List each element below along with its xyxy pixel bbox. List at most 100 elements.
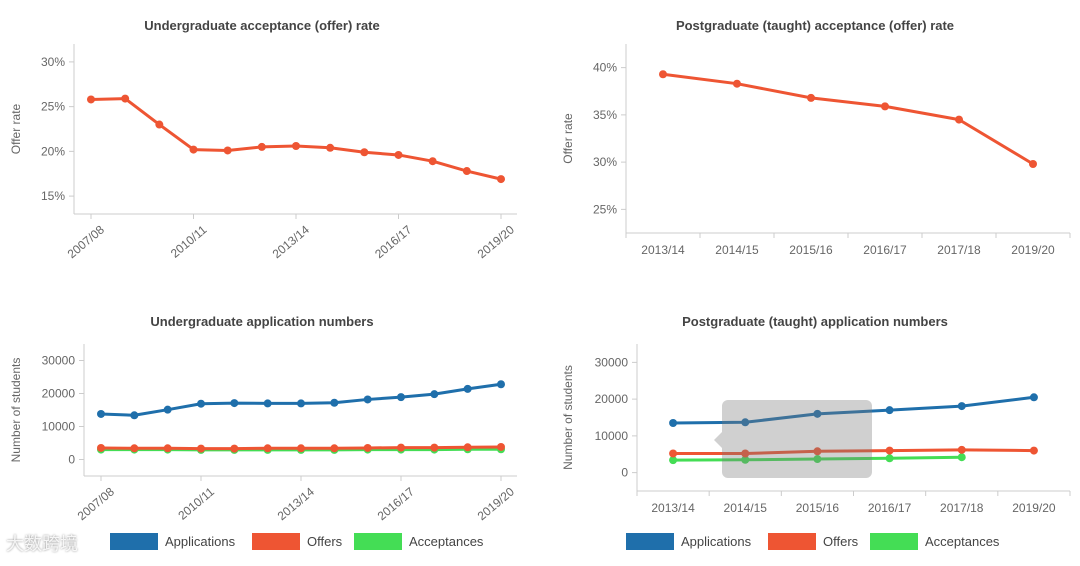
x-tick-label: 2007/08 — [75, 484, 117, 523]
legend-swatch — [354, 533, 402, 550]
data-point — [669, 456, 678, 465]
data-point — [363, 395, 372, 404]
legend-item-offers[interactable]: Offers — [768, 533, 859, 550]
x-tick-label: 2019/20 — [1011, 243, 1055, 257]
x-tick-label: 2019/20 — [475, 484, 517, 523]
y-tick-label: 15% — [41, 189, 65, 203]
data-point — [197, 444, 205, 453]
data-point — [807, 93, 815, 102]
legend-swatch — [110, 533, 158, 550]
data-point — [885, 406, 894, 415]
y-tick-label: 30000 — [42, 354, 76, 368]
y-tick-label: 0 — [68, 453, 75, 467]
series-line-offer-rate — [662, 72, 1034, 166]
legend-item-applications[interactable]: Applications — [626, 533, 752, 550]
data-point — [1029, 393, 1038, 402]
chart-3: Undergraduate application numbers 0 10000 2… — [9, 314, 517, 523]
chart-4: Postgraduate (taught) application number… — [561, 314, 1071, 515]
data-point — [497, 380, 505, 389]
series-line-offer-rate — [90, 97, 502, 181]
y-tick-label: 35% — [593, 108, 617, 122]
data-point — [741, 455, 750, 464]
data-point — [397, 443, 405, 452]
data-point — [430, 390, 439, 399]
data-point — [813, 455, 822, 464]
legend: Applications Offers Acceptances — [110, 533, 484, 550]
series-line-offers — [673, 448, 1034, 456]
legend-swatch — [768, 533, 816, 550]
data-point — [669, 449, 678, 458]
data-point — [741, 418, 750, 427]
data-point — [292, 142, 300, 150]
chart-title: Undergraduate application numbers — [150, 314, 373, 329]
y-tick-label: 20000 — [595, 392, 629, 406]
y-tick-label: 20% — [41, 144, 65, 158]
data-point — [326, 143, 335, 152]
x-tick-label: 2013/14 — [651, 501, 695, 515]
y-tick-label: 10000 — [42, 420, 76, 434]
y-tick-label: 10000 — [595, 429, 629, 443]
chart-1: Undergraduate acceptance (offer) rate 15%… — [9, 18, 517, 261]
legend-item-acceptances[interactable]: Acceptances — [354, 533, 484, 550]
data-point — [955, 115, 963, 124]
data-point — [130, 411, 139, 420]
data-point — [497, 442, 505, 451]
data-point — [957, 453, 966, 462]
data-point — [97, 443, 105, 452]
data-point — [463, 384, 472, 393]
tooltip-pointer — [714, 432, 722, 448]
x-tick-label: 2010/11 — [175, 484, 217, 522]
x-tick-label: 2013/14 — [275, 484, 317, 523]
x-tick-label: 2014/15 — [715, 243, 759, 257]
chart-title: Postgraduate (taught) acceptance (offer)… — [676, 18, 954, 33]
legend-item-applications[interactable]: Applications — [110, 533, 236, 550]
data-point — [130, 444, 139, 453]
data-point — [733, 79, 741, 88]
data-point — [223, 146, 232, 155]
x-tick-label: 2013/14 — [270, 222, 312, 261]
data-point — [497, 175, 505, 184]
legend-item-offers[interactable]: Offers — [252, 533, 343, 550]
series-line-applications — [673, 395, 1035, 425]
data-point — [1029, 160, 1037, 169]
data-point — [121, 94, 130, 103]
data-point — [430, 443, 439, 452]
data-point — [428, 157, 437, 166]
x-tick-label: 2007/08 — [65, 222, 107, 261]
y-axis-label: Offer rate — [9, 103, 23, 154]
x-tick-label: 2013/14 — [641, 243, 685, 257]
data-point — [363, 443, 372, 452]
hover-tooltip — [722, 400, 872, 478]
x-tick-label: 2016/17 — [863, 243, 907, 257]
y-tick-label: 0 — [621, 466, 628, 480]
chart-title: Postgraduate (taught) application number… — [682, 314, 948, 329]
data-point — [155, 120, 164, 129]
data-point — [330, 444, 339, 453]
data-point — [463, 443, 472, 452]
data-point — [813, 409, 822, 418]
watermark-logo: 大数跨境 — [6, 534, 78, 555]
data-point — [257, 142, 266, 151]
data-point — [885, 446, 894, 455]
data-point — [813, 447, 822, 456]
data-point — [881, 102, 889, 111]
legend-swatch — [252, 533, 300, 550]
data-point — [462, 167, 471, 176]
data-point — [360, 148, 369, 157]
legend-item-acceptances[interactable]: Acceptances — [870, 533, 1000, 550]
data-point — [669, 419, 678, 428]
data-point — [741, 449, 750, 458]
data-point — [230, 399, 239, 408]
y-axis-label: Offer rate — [561, 113, 575, 164]
x-tick-label: 2015/16 — [796, 501, 840, 515]
x-tick-label: 2016/17 — [868, 501, 912, 515]
legend-label: Applications — [165, 534, 236, 549]
y-tick-label: 40% — [593, 61, 617, 75]
legend-label: Acceptances — [925, 534, 1000, 549]
data-point — [297, 444, 305, 453]
chart-2: Postgraduate (taught) acceptance (offer)… — [561, 18, 1071, 257]
y-tick-label: 20000 — [42, 387, 76, 401]
y-axis-label: Number of students — [9, 358, 23, 463]
data-point — [97, 409, 105, 418]
